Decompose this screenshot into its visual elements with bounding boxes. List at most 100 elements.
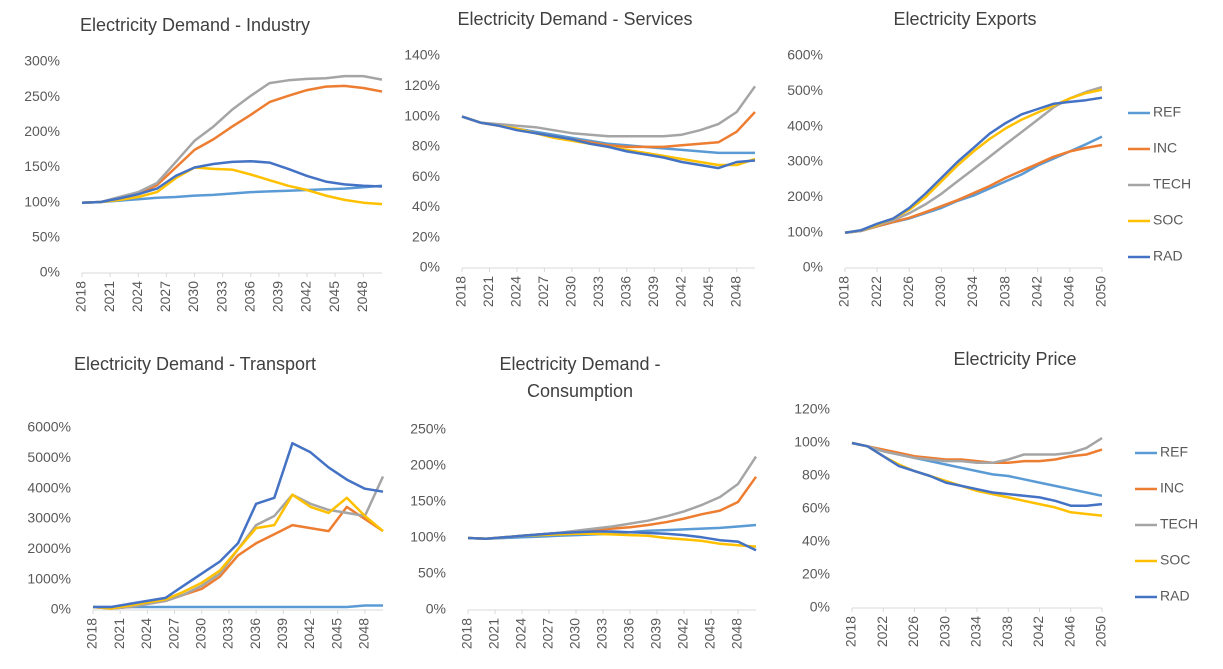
x-tick-label: 2033 bbox=[213, 281, 229, 312]
x-tick-label: 2042 bbox=[1028, 276, 1044, 307]
series-line bbox=[92, 505, 384, 610]
y-tick-label: 2000% bbox=[27, 540, 71, 556]
x-tick-label: 2021 bbox=[480, 276, 496, 307]
y-tick-label: 60% bbox=[412, 168, 440, 184]
legend-label: REF bbox=[1160, 444, 1188, 460]
y-tick-label: 140% bbox=[404, 47, 440, 63]
y-tick-label: 250% bbox=[410, 421, 446, 437]
series-line bbox=[844, 143, 1103, 234]
y-tick-label: 200% bbox=[24, 123, 60, 139]
x-tick-label: 2034 bbox=[968, 616, 984, 647]
y-tick-label: 100% bbox=[24, 193, 60, 209]
x-tick-label: 2033 bbox=[220, 618, 236, 649]
x-tick-label: 2018 bbox=[836, 276, 852, 307]
x-tick-label: 2036 bbox=[247, 618, 263, 649]
x-tick-label: 2026 bbox=[900, 276, 916, 307]
x-tick-label: 2030 bbox=[192, 618, 208, 649]
x-tick-label: 2039 bbox=[274, 618, 290, 649]
x-tick-label: 2022 bbox=[868, 276, 884, 307]
x-tick-label: 2018 bbox=[453, 276, 469, 307]
chart-title: Electricity Demand - Services bbox=[457, 9, 693, 29]
x-tick-label: 2039 bbox=[648, 618, 664, 649]
x-tick-label: 2022 bbox=[874, 616, 890, 647]
x-tick-label: 2039 bbox=[270, 281, 286, 312]
y-tick-label: 0% bbox=[810, 599, 830, 615]
x-tick-label: 2021 bbox=[101, 281, 117, 312]
x-tick-label: 2030 bbox=[563, 276, 579, 307]
series-line bbox=[93, 604, 383, 609]
x-tick-label: 2042 bbox=[298, 281, 314, 312]
legend-label: TECH bbox=[1160, 516, 1198, 532]
x-tick-label: 2024 bbox=[513, 618, 529, 649]
x-tick-label: 2030 bbox=[932, 276, 948, 307]
y-tick-label: 250% bbox=[24, 88, 60, 104]
x-tick-label: 2018 bbox=[459, 618, 475, 649]
x-tick-label: 2042 bbox=[672, 276, 688, 307]
legend-label: RAD bbox=[1153, 248, 1183, 264]
y-tick-label: 50% bbox=[418, 565, 446, 581]
y-tick-label: 100% bbox=[787, 223, 823, 239]
series-line bbox=[93, 441, 384, 609]
x-tick-label: 2048 bbox=[729, 618, 745, 649]
x-tick-label: 2030 bbox=[567, 618, 583, 649]
y-tick-label: 50% bbox=[32, 229, 60, 245]
x-tick-label: 2030 bbox=[936, 616, 952, 647]
y-tick-label: 120% bbox=[794, 401, 830, 417]
series-line bbox=[81, 159, 383, 204]
chart-title: Electricity Demand - Transport bbox=[73, 354, 317, 374]
y-tick-label: 0% bbox=[40, 264, 60, 280]
y-tick-label: 400% bbox=[787, 117, 823, 133]
series-line bbox=[81, 84, 383, 204]
chart-title: Electricity Demand - Industry bbox=[79, 15, 311, 35]
legend-label: RAD bbox=[1160, 588, 1190, 604]
x-tick-label: 2027 bbox=[540, 618, 556, 649]
y-tick-label: 300% bbox=[24, 53, 60, 69]
x-tick-label: 2033 bbox=[594, 618, 610, 649]
x-tick-label: 2048 bbox=[356, 618, 372, 649]
series-line bbox=[851, 441, 1103, 507]
x-tick-label: 2027 bbox=[535, 276, 551, 307]
x-tick-label: 2048 bbox=[727, 276, 743, 307]
x-tick-label: 2027 bbox=[165, 618, 181, 649]
y-tick-label: 80% bbox=[412, 138, 440, 154]
x-tick-label: 2042 bbox=[301, 618, 317, 649]
series-line bbox=[851, 441, 1103, 465]
legend-label: REF bbox=[1153, 104, 1181, 120]
y-tick-label: 150% bbox=[24, 158, 60, 174]
x-tick-label: 2046 bbox=[1061, 616, 1077, 647]
y-tick-label: 40% bbox=[412, 198, 440, 214]
y-tick-label: 40% bbox=[802, 533, 830, 549]
x-tick-label: 2027 bbox=[157, 281, 173, 312]
x-tick-label: 2045 bbox=[700, 276, 716, 307]
y-tick-label: 100% bbox=[404, 107, 440, 123]
x-tick-label: 2046 bbox=[1061, 276, 1077, 307]
x-tick-label: 2036 bbox=[241, 281, 257, 312]
y-tick-label: 6000% bbox=[27, 419, 71, 435]
y-tick-label: 120% bbox=[404, 77, 440, 93]
x-tick-label: 2021 bbox=[486, 618, 502, 649]
x-tick-label: 2018 bbox=[73, 281, 89, 312]
y-tick-label: 0% bbox=[51, 601, 71, 617]
x-tick-label: 2024 bbox=[138, 618, 154, 649]
series-line bbox=[461, 85, 757, 138]
series-line bbox=[81, 184, 383, 204]
x-tick-label: 2045 bbox=[328, 618, 344, 649]
y-tick-label: 100% bbox=[794, 434, 830, 450]
y-tick-label: 20% bbox=[802, 566, 830, 582]
y-tick-label: 0% bbox=[803, 259, 823, 275]
x-tick-label: 2026 bbox=[905, 616, 921, 647]
series-line bbox=[851, 437, 1103, 465]
x-tick-label: 2024 bbox=[508, 276, 524, 307]
y-tick-label: 5000% bbox=[27, 449, 71, 465]
series-line bbox=[467, 530, 757, 552]
x-tick-label: 2036 bbox=[618, 276, 634, 307]
x-tick-label: 2050 bbox=[1093, 276, 1109, 307]
chart-title: Electricity Demand - Consumption bbox=[499, 354, 661, 401]
y-tick-label: 3000% bbox=[27, 510, 71, 526]
x-tick-label: 2034 bbox=[964, 276, 980, 307]
series-line bbox=[92, 493, 384, 610]
x-tick-label: 2042 bbox=[1030, 616, 1046, 647]
x-tick-label: 2050 bbox=[1093, 616, 1109, 647]
y-tick-label: 200% bbox=[787, 188, 823, 204]
